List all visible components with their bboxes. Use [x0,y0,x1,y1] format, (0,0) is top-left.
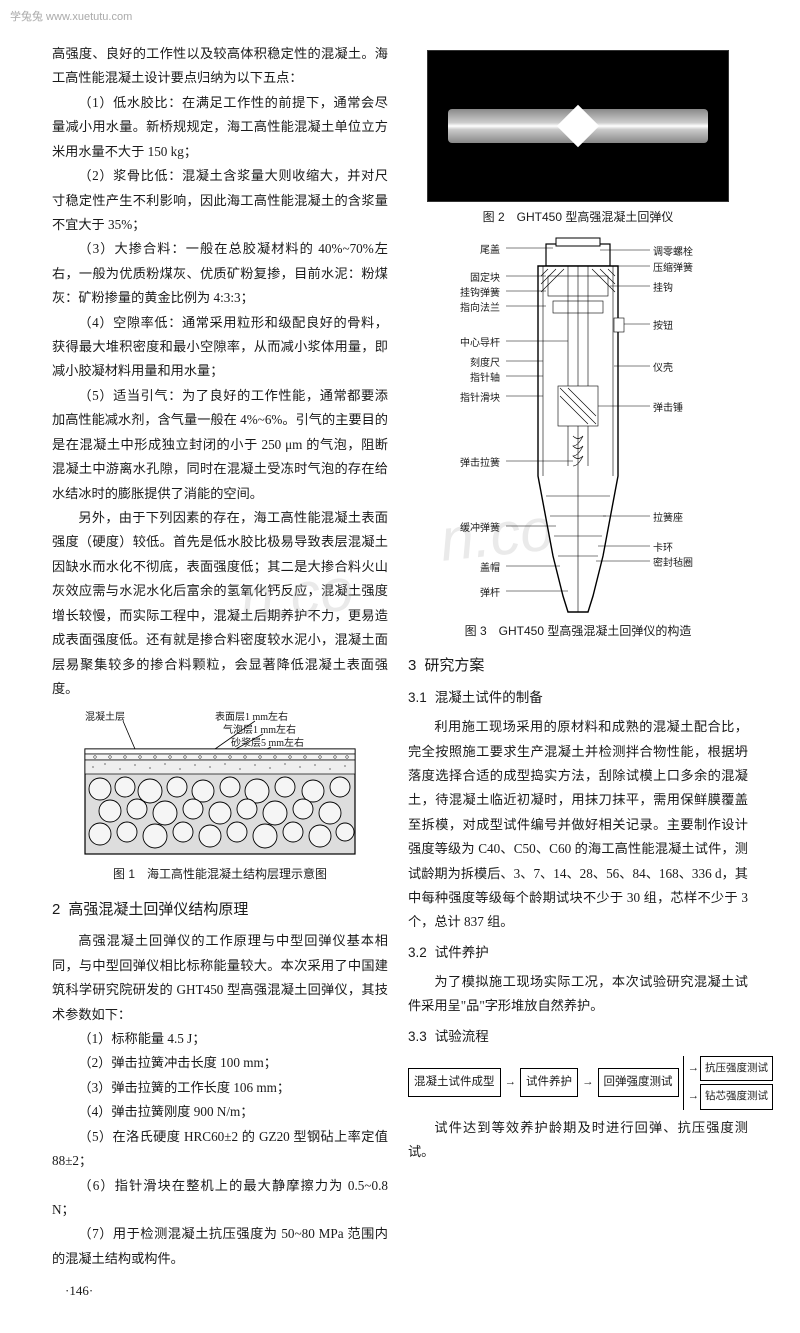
figure-3-caption: 图 3 GHT450 型高强混凝土回弹仪的构造 [408,620,748,642]
figure-2-caption: 图 2 GHT450 型高强混凝土回弹仪 [408,206,748,228]
spec-6: （6）指针滑块在整机上的最大静摩擦力为 0.5~0.8 N； [52,1174,388,1223]
fig3-l-3: 指向法兰 [460,300,500,319]
page-content: n.co n.co 高强度、良好的工作性以及较高体积稳定性的混凝土。海工高性能混… [0,0,800,1333]
para-3-2: 为了模拟施工现场实际工况，本次试验研究混凝土试件采用呈"品"字形堆放自然养护。 [408,970,748,1019]
spec-5: （5）在洛氏硬度 HRC60±2 的 GZ20 型钢砧上率定值 88±2； [52,1125,388,1174]
h33-text: 试验流程 [435,1029,489,1044]
figure-1-caption: 图 1 海工高性能混凝土结构层理示意图 [52,863,388,885]
spec-7: （7）用于检测混凝土抗压强度为 50~80 MPa 范围内的混凝土结构或构件。 [52,1222,388,1271]
heading-3-text: 研究方案 [424,657,484,674]
item-2: （2）浆骨比低：混凝土含浆量大则收缩大，并对尺寸稳定性产生不利影响，因此海工高性… [52,164,388,237]
flow-box-5: 钻芯强度测试 [700,1084,773,1109]
figure-3: 尾盖 固定块 挂钩弹簧 指向法兰 中心导杆 刻度尺 指针轴 指针滑块 弹击拉簧 … [408,236,748,642]
heading-2-num: 2 [52,901,60,918]
item-5: （5）适当引气：为了良好的工作性能，通常都要添加高性能减水剂，含气量一般在 4%… [52,384,388,506]
arrow-icon: → [688,1086,700,1107]
h31-num: 3.1 [408,690,427,705]
figure-1: 混凝土层 表面层1 mm左右 气泡层1 mm左右 砂浆层5 mm左右 图 1 海… [52,709,388,885]
para-sec2: 高强混凝土回弹仪的工作原理与中型回弹仪基本相同，与中型回弹仪相比标称能量较大。本… [52,929,388,1027]
heading-2: 2 高强混凝土回弹仪结构原理 [52,896,388,924]
flow-box-4: 抗压强度测试 [700,1056,773,1081]
figure-2: 图 2 GHT450 型高强混凝土回弹仪 [408,50,748,228]
flow-box-2: 试件养护 [520,1068,578,1097]
item-4: （4）空隙率低：通常采用粒形和级配良好的骨料，获得最大堆积密度和最小空隙率，从而… [52,311,388,384]
fig3-r-1: 压缩弹簧 [653,260,693,279]
fig3-l-4: 中心导杆 [460,335,500,354]
fig1-label-d: 砂浆层5 mm左右 [231,735,304,754]
fig3-l-10: 盖帽 [480,560,500,579]
heading-3-2: 3.2 试件养护 [408,941,748,966]
fig3-l-6: 指针轴 [470,370,500,389]
fig3-r-8: 密封毡圈 [653,555,693,574]
fig3-l-0: 尾盖 [480,242,500,261]
fig3-r-4: 仪壳 [653,360,673,379]
fig3-l-9: 缓冲弹簧 [460,520,500,539]
para-additional: 另外，由于下列因素的存在，海工高性能混凝土表面强度（硬度）较低。首先是低水胶比极… [52,506,388,701]
fig1-label-a: 混凝土层 [85,709,125,728]
heading-3: 3 研究方案 [408,652,748,680]
item-3: （3）大掺合料：一般在总胶凝材料的 40%~70%左右，一般为优质粉煤灰、优质矿… [52,237,388,310]
arrow-icon: → [503,1072,519,1093]
spec-3: （3）弹击拉簧的工作长度 106 mm； [52,1076,388,1100]
fig3-r-2: 挂钩 [653,280,673,299]
h33-num: 3.3 [408,1029,427,1044]
fig3-r-5: 弹击锤 [653,400,683,419]
figure-1-svg [65,709,375,859]
para-3-1: 利用施工现场采用的原材料和成熟的混凝土配合比，完全按照施工要求生产混凝土并检测拌… [408,715,748,935]
flow-box-1: 混凝土试件成型 [408,1068,501,1097]
arrow-icon: → [688,1058,700,1079]
spec-1: （1）标称能量 4.5 J； [52,1027,388,1051]
spec-4: （4）弹击拉簧刚度 900 N/m； [52,1100,388,1124]
page-number: ·146· [52,1279,388,1303]
spec-2: （2）弹击拉簧冲击长度 100 mm； [52,1051,388,1075]
h32-num: 3.2 [408,945,427,960]
h31-text: 混凝土试件的制备 [435,690,543,705]
fig3-r-3: 按钮 [653,318,673,337]
heading-3-1: 3.1 混凝土试件的制备 [408,686,748,711]
para-intro: 高强度、良好的工作性以及较高体积稳定性的混凝土。海工高性能混凝土设计要点归纳为以… [52,42,388,91]
heading-3-num: 3 [408,657,416,674]
heading-2-text: 高强混凝土回弹仪结构原理 [68,901,248,918]
h32-text: 试件养护 [435,945,489,960]
arrow-icon: → [580,1072,596,1093]
fig3-l-7: 指针滑块 [460,390,500,409]
flow-branch: →抗压强度测试 →钻芯强度测试 [683,1056,774,1110]
fig3-r-6: 拉簧座 [653,510,683,529]
flowchart: 混凝土试件成型 → 试件养护 → 回弹强度测试 →抗压强度测试 →钻芯强度测试 [408,1056,748,1110]
left-column: 高强度、良好的工作性以及较高体积稳定性的混凝土。海工高性能混凝土设计要点归纳为以… [52,42,388,1303]
item-1: （1）低水胶比：在满足工作性的前提下，通常会尽量减小用水量。新桥规规定，海工高性… [52,91,388,164]
flow-box-3: 回弹强度测试 [598,1068,679,1097]
right-column: 图 2 GHT450 型高强混凝土回弹仪 [408,42,748,1303]
heading-3-3: 3.3 试验流程 [408,1025,748,1050]
fig3-l-11: 弹杆 [480,585,500,604]
fig3-l-8: 弹击拉簧 [460,455,500,474]
para-3-3: 试件达到等效养护龄期及时进行回弹、抗压强度测试。 [408,1116,748,1165]
